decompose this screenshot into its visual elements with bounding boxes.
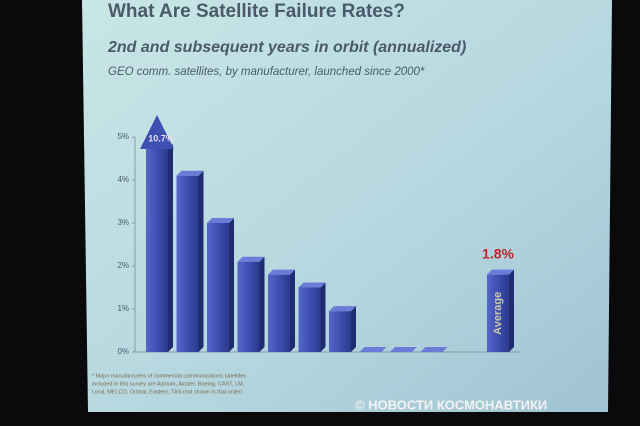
bar-side bbox=[320, 282, 326, 352]
y-tick-label: 0% bbox=[117, 347, 129, 356]
bar bbox=[237, 261, 260, 352]
bar-top bbox=[487, 269, 514, 275]
value-label: 1.8% bbox=[482, 245, 514, 261]
x-tick-label: Average bbox=[492, 292, 504, 335]
y-tick-label: 4% bbox=[117, 175, 129, 184]
y-tick-label: 1% bbox=[117, 304, 129, 313]
footnote: * Major manufacturers of commercial comm… bbox=[92, 373, 246, 379]
bar-side bbox=[229, 218, 234, 352]
footnote: included in this survey are Astrium, Alc… bbox=[92, 381, 245, 387]
bar bbox=[146, 149, 168, 352]
bar-top bbox=[329, 306, 356, 312]
bar-top bbox=[298, 282, 326, 288]
bar-top bbox=[268, 269, 295, 275]
y-tick-label: 5% bbox=[117, 132, 129, 141]
bar-top bbox=[359, 347, 387, 352]
bar-arrow-head bbox=[140, 115, 174, 149]
value-label: 10.7% bbox=[148, 133, 174, 143]
bar bbox=[268, 274, 290, 352]
bar-side bbox=[509, 269, 514, 352]
bar-top bbox=[207, 218, 234, 223]
footnote: Loral, MELCO, Orbital, Eastern, TAS (not… bbox=[92, 389, 243, 395]
bar-side bbox=[290, 269, 295, 352]
chart-note: GEO comm. satellites, by manufacturer, l… bbox=[108, 66, 425, 78]
bar-top bbox=[420, 347, 448, 352]
y-tick-label: 3% bbox=[117, 218, 129, 227]
bar-top bbox=[390, 347, 417, 352]
bar-side bbox=[259, 256, 265, 352]
watermark: © НОВОСТИ КОСМОНАВТИКИ bbox=[355, 397, 547, 412]
bar-side bbox=[168, 144, 173, 352]
bar bbox=[298, 287, 321, 352]
chart-title: What Are Satellite Failure Rates? bbox=[108, 1, 405, 22]
bar bbox=[329, 311, 351, 352]
chart-subtitle: 2nd and subsequent years in orbit (annua… bbox=[107, 39, 466, 56]
bar bbox=[176, 175, 199, 352]
bar-top bbox=[176, 170, 204, 176]
bar bbox=[207, 223, 229, 352]
bar-side bbox=[351, 306, 356, 352]
bar-top bbox=[237, 256, 265, 262]
y-tick-label: 2% bbox=[117, 261, 129, 270]
bar bbox=[487, 274, 509, 352]
bar-side bbox=[198, 170, 204, 352]
